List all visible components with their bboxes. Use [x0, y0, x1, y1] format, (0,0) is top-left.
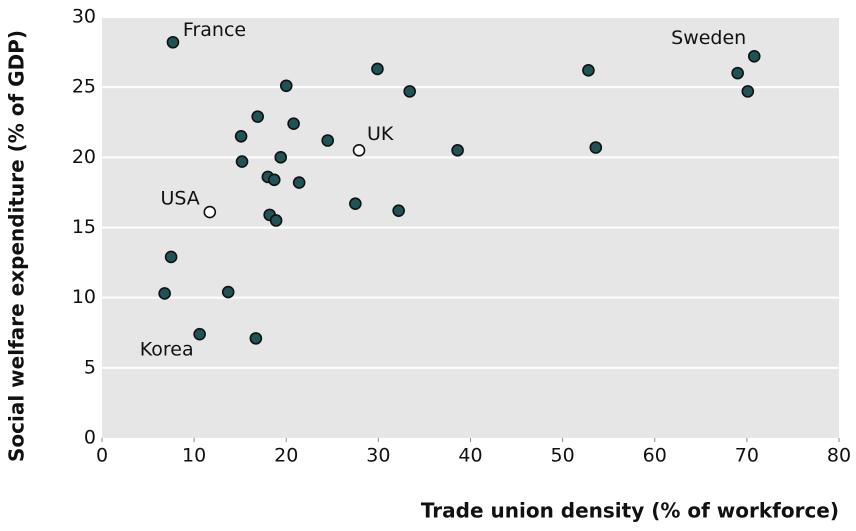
point: [321, 134, 335, 147]
point: [287, 117, 300, 130]
point: [234, 129, 248, 143]
point-label: USA: [160, 188, 199, 210]
y-tick-label: 5: [84, 356, 96, 378]
point-label: Sweden: [671, 27, 746, 49]
point: [279, 79, 293, 93]
y-tick-label: 0: [84, 427, 96, 449]
y-tick-label: 15: [72, 216, 96, 238]
point: [371, 62, 384, 76]
point-label: UK: [367, 123, 394, 145]
point: [166, 35, 180, 49]
point: [235, 155, 249, 168]
y-tick-label: 25: [72, 76, 96, 98]
point: [269, 214, 283, 227]
point: [349, 197, 362, 210]
point: [267, 173, 281, 187]
point-label: Korea: [140, 339, 194, 361]
point: [193, 327, 206, 341]
x-tick-label: 50: [551, 445, 575, 467]
x-tick-label: 40: [458, 445, 482, 467]
point: [392, 204, 405, 217]
x-tick-label: 0: [96, 445, 108, 467]
y-tick-label: 10: [72, 286, 96, 308]
point: [451, 144, 464, 157]
hollow-point: [352, 144, 366, 157]
point: [251, 110, 264, 123]
x-tick-label: 20: [274, 445, 298, 467]
x-tick-label: 30: [366, 445, 390, 467]
point: [747, 49, 761, 63]
x-tick-label: 80: [827, 445, 851, 467]
point: [741, 85, 755, 98]
y-axis-title: Social welfare expenditure (% of GDP): [5, 30, 29, 462]
point: [274, 151, 288, 164]
x-tick-label: 10: [182, 445, 206, 467]
point: [158, 287, 171, 300]
point: [292, 176, 306, 189]
point: [589, 141, 603, 154]
hollow-point: [203, 205, 217, 219]
x-tick-label: 70: [735, 445, 759, 467]
point: [403, 85, 416, 98]
point: [164, 250, 178, 264]
y-tick-label: 20: [72, 146, 96, 168]
x-axis-title: Trade union density (% of workforce): [421, 499, 839, 523]
x-tick-label: 60: [643, 445, 667, 467]
point: [221, 285, 235, 299]
point: [249, 332, 263, 345]
y-tick-label: 30: [72, 6, 96, 28]
point: [582, 64, 595, 77]
point-label: France: [183, 19, 246, 41]
point: [731, 66, 744, 80]
